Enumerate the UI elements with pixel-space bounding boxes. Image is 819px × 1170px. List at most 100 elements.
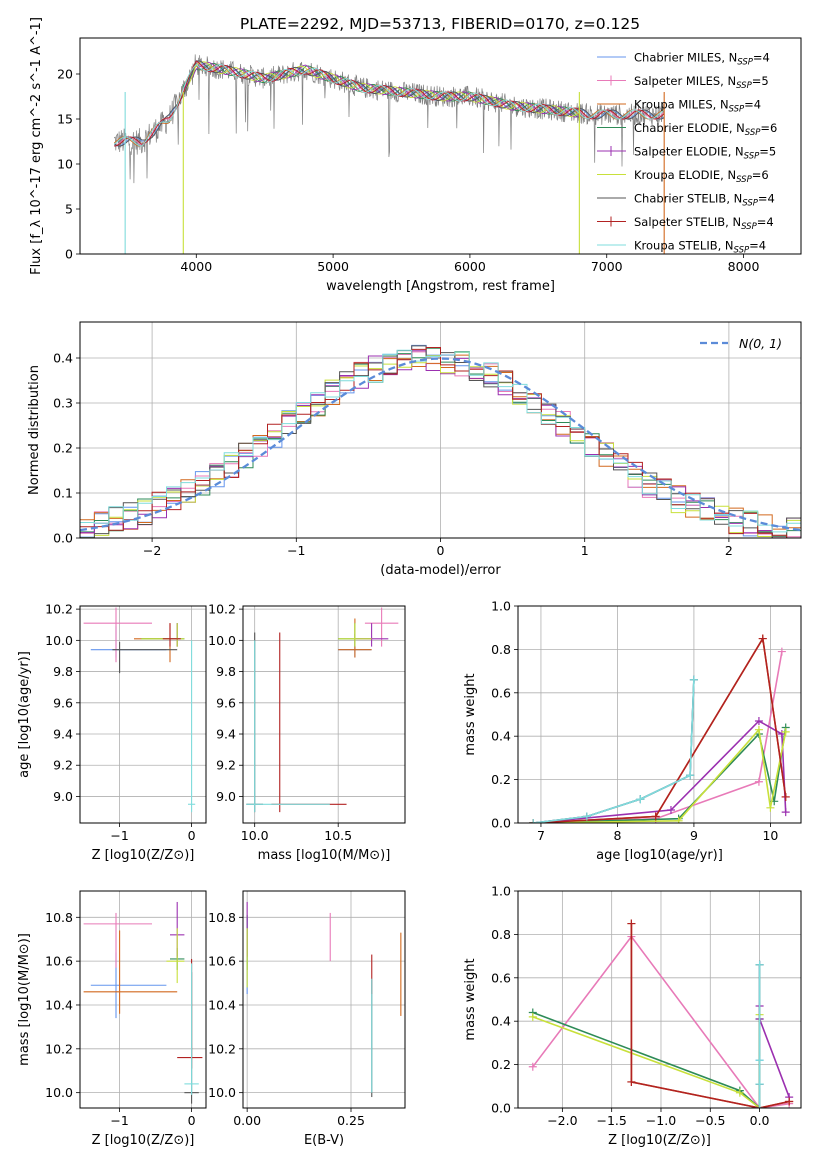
weight-line	[532, 935, 790, 1108]
errorbar-point	[83, 607, 152, 663]
x-tick-label: −1	[110, 828, 128, 843]
weight-marker	[529, 819, 538, 823]
x-tick-label: 0.25	[337, 1113, 365, 1128]
y-tick-label: 0.3	[53, 396, 73, 411]
weight-marker	[686, 771, 695, 780]
y-axis-label: mass [log10(M/M⊙)]	[17, 933, 32, 1066]
legend-entry: Chabrier STELIB, NSSP=4	[634, 192, 775, 209]
x-tick-label: 4000	[180, 259, 212, 274]
axes-frame	[517, 890, 802, 1109]
x-axis-label: mass [log10(M/M⊙)]	[258, 848, 391, 863]
weight-marker	[627, 1077, 636, 1086]
y-tick-label: 10.2	[45, 602, 73, 617]
weight-marker	[627, 919, 636, 928]
errorbar-point	[271, 632, 347, 813]
x-tick-label: 0	[437, 543, 445, 558]
y-tick-label: 10.2	[208, 1041, 236, 1056]
x-tick-label: 5000	[317, 259, 349, 274]
weight-marker	[755, 1056, 764, 1065]
model-spectrum	[113, 60, 665, 147]
model-spectrum	[182, 62, 580, 118]
x-tick-label: 0.0	[750, 1113, 770, 1128]
weight-marker	[785, 1097, 794, 1106]
figure-title: PLATE=2292, MJD=53713, FIBERID=0170, z=0…	[240, 15, 640, 33]
y-tick-label: 9.2	[216, 758, 236, 773]
y-tick-label: 1.0	[491, 599, 511, 614]
axes-frame	[79, 605, 207, 824]
y-tick-label: 9.4	[53, 727, 73, 742]
x-tick-label: 8000	[728, 259, 760, 274]
weight-marker	[582, 812, 591, 821]
plot-area	[83, 901, 203, 1104]
errorbar-point	[354, 623, 389, 647]
weight-marker	[755, 960, 764, 969]
y-tick-label: 10.8	[45, 910, 73, 925]
y-tick-label: 9.8	[53, 664, 73, 679]
observed-spectrum	[113, 54, 665, 184]
errorbar-point	[166, 928, 185, 984]
y-tick-label: 0.2	[491, 772, 511, 787]
y-tick-label: 9.6	[53, 695, 73, 710]
legend-entry: Salpeter ELODIE, NSSP=5	[634, 145, 776, 162]
x-axis-label: wavelength [Angstrom, rest frame]	[326, 279, 555, 294]
y-tick-label: 10.6	[45, 954, 73, 969]
y-tick-label: 10.2	[45, 1041, 73, 1056]
normal-curve	[80, 357, 801, 532]
plot-area	[80, 344, 801, 538]
legend-entry: Salpeter STELIB, NSSP=4	[634, 215, 774, 232]
weight-marker	[781, 808, 790, 817]
y-tick-label: 10.4	[45, 997, 73, 1012]
panel-mass-vs-EBV: 0.00 0.25 10.0 10.2 10.4 10.6 10.8 E(B-V)	[208, 890, 406, 1148]
x-tick-label: −1	[287, 543, 305, 558]
y-tick-label: 10.0	[45, 1085, 73, 1100]
x-tick-label: 7	[537, 828, 545, 843]
weight-marker	[755, 1080, 764, 1089]
weight-line	[533, 679, 695, 823]
model-spectrum	[114, 60, 665, 147]
y-tick-label: 0.2	[53, 441, 73, 456]
x-tick-label: −0.5	[695, 1113, 725, 1128]
weight-marker	[528, 1012, 537, 1021]
x-axis-label: Z [log10(Z/Z⊙)]	[608, 1133, 711, 1148]
y-tick-label: 0.4	[53, 351, 73, 366]
y-tick-label: 0.2	[491, 1057, 511, 1072]
y-tick-label: 9.0	[53, 789, 73, 804]
panel-mass-vs-Z: −1 0 10.0 10.2 10.4 10.6 10.8 Z [log10(Z/Z⊙)] ma…	[17, 890, 207, 1148]
y-tick-label: 1.0	[491, 884, 511, 899]
y-tick-label: 9.4	[216, 727, 236, 742]
x-tick-label: 0	[188, 828, 196, 843]
y-axis-label: mass weight	[463, 958, 478, 1040]
plot-area	[83, 607, 196, 813]
x-tick-label: 10	[762, 828, 778, 843]
x-tick-label: 9	[690, 828, 698, 843]
errorbar-point	[364, 607, 399, 647]
x-tick-label: −1.5	[596, 1113, 626, 1128]
panel-residuals: −2 −1 0 1 2 0.0 0.1 0.2 0.3 0.4 (data-model)/error…	[27, 321, 802, 578]
errorbar-point	[83, 930, 178, 1014]
errorbar-point	[246, 640, 330, 813]
x-tick-label: 10.0	[241, 828, 269, 843]
weight-line	[533, 636, 787, 823]
weight-marker	[754, 725, 763, 734]
errorbar-point	[141, 623, 185, 647]
histogram-kroupa-stelib	[80, 349, 801, 533]
y-axis-label: mass weight	[463, 673, 478, 755]
weight-marker	[754, 717, 763, 726]
weight-line	[533, 651, 783, 823]
legend-entry: Chabrier ELODIE, NSSP=6	[634, 121, 777, 138]
plot-area	[528, 919, 794, 1108]
weight-marker	[735, 1088, 744, 1097]
weight-marker	[528, 1062, 537, 1071]
weight-line	[758, 1006, 790, 1098]
legend-entry: Kroupa ELODIE, NSSP=6	[634, 168, 769, 185]
y-tick-label: 10.0	[45, 633, 73, 648]
y-tick-label: 0.8	[491, 927, 511, 942]
y-axis-label: Normed distribution	[27, 365, 42, 495]
x-tick-label: 7000	[591, 259, 623, 274]
x-tick-label: 8	[613, 828, 621, 843]
x-axis-label: age [log10(age/yr)]	[596, 848, 723, 863]
legend-entry: N(0, 1)	[739, 336, 782, 351]
x-tick-label: 1	[581, 543, 589, 558]
x-tick-label: −2.0	[547, 1113, 577, 1128]
model-spectrum	[113, 63, 665, 147]
